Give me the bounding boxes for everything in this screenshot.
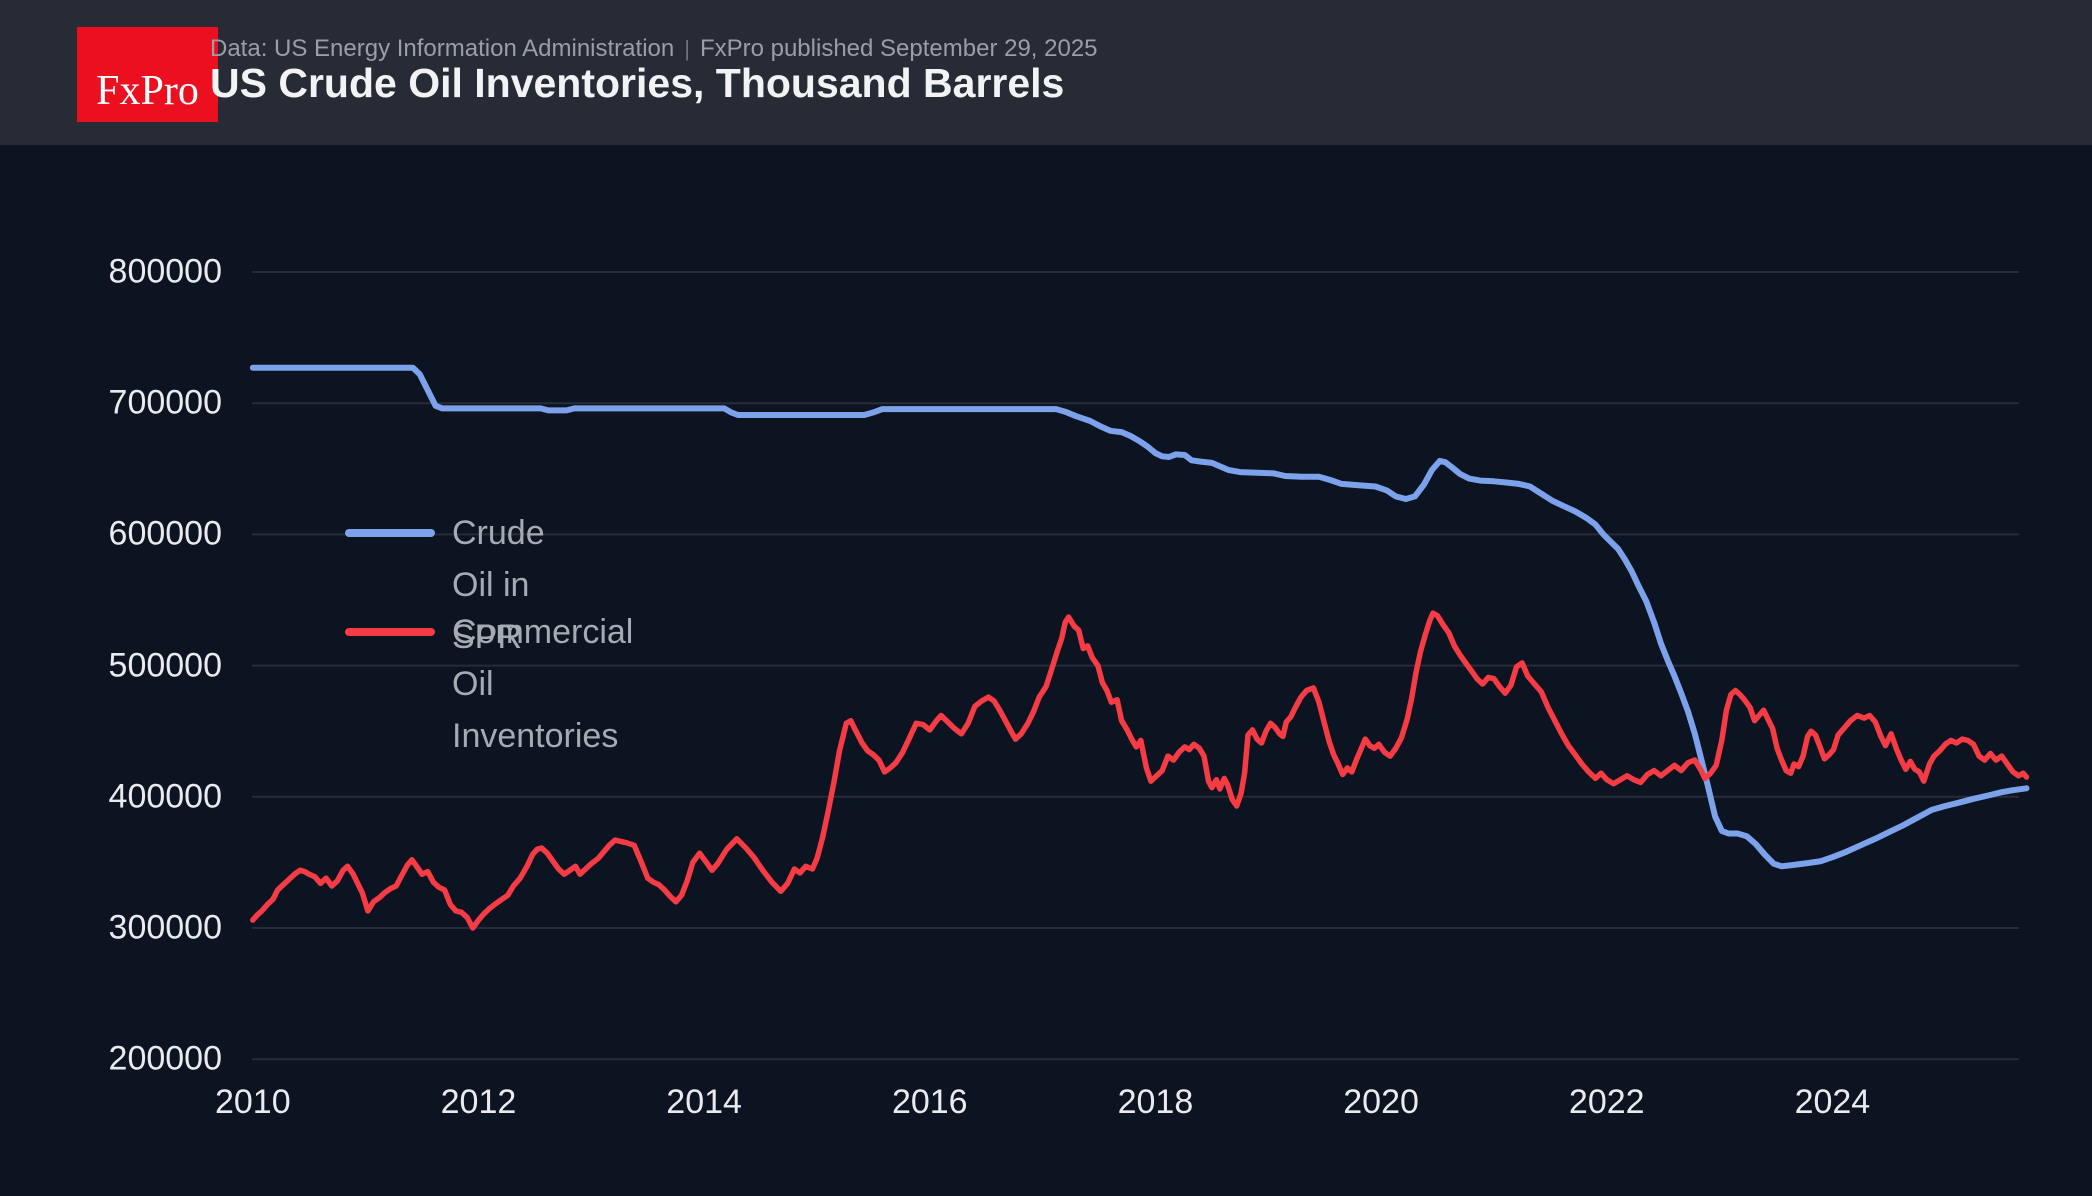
source-line: Data: US Energy Information Administrati…	[210, 35, 1098, 63]
x-tick-label: 2016	[891, 1083, 968, 1121]
header-bar: FxPro Data: US Energy Information Admini…	[0, 0, 2092, 145]
x-tick-label: 2024	[1794, 1083, 1871, 1121]
line-chart	[249, 271, 2030, 1061]
x-tick-label: 2018	[1117, 1083, 1194, 1121]
fxpro-logo: FxPro	[77, 27, 218, 122]
y-tick-label: 300000	[108, 908, 222, 947]
y-tick-label: 700000	[108, 383, 222, 422]
commercial-line	[250, 610, 2030, 931]
y-tick-label: 200000	[108, 1039, 222, 1078]
page-title: US Crude Oil Inventories, Thousand Barre…	[210, 60, 1065, 106]
spr-line	[249, 364, 2030, 870]
x-tick-label: 2012	[440, 1083, 517, 1121]
published-text: FxPro published September 29, 2025	[699, 35, 1098, 62]
legend-item-commercial: Commercial Oil Inventories	[345, 606, 633, 762]
x-tick-label: 2020	[1343, 1083, 1419, 1121]
x-tick-label: 2014	[666, 1083, 742, 1121]
chart-area: 800000 700000 600000 500000 400000 300000 2000…	[0, 145, 2092, 1196]
separator: |	[684, 36, 690, 61]
x-tick-label: 2022	[1568, 1083, 1645, 1121]
legend-item-spr: Crude Oil in SPR	[345, 507, 545, 663]
legend-label-spr: Crude Oil in SPR	[452, 514, 545, 656]
y-tick-label: 500000	[108, 646, 222, 685]
commercial-line-sample	[345, 628, 435, 636]
x-tick-label: 2010	[214, 1083, 291, 1121]
fxpro-logo-text: FxPro	[96, 68, 199, 114]
y-tick-label: 400000	[108, 777, 222, 816]
y-tick-label: 600000	[108, 514, 222, 553]
spr-line-sample	[345, 529, 435, 537]
data-source-text: Data: US Energy Information Administrati…	[210, 35, 675, 62]
legend-label-commercial: Commercial Oil Inventories	[452, 613, 634, 755]
y-tick-label: 800000	[108, 252, 222, 291]
